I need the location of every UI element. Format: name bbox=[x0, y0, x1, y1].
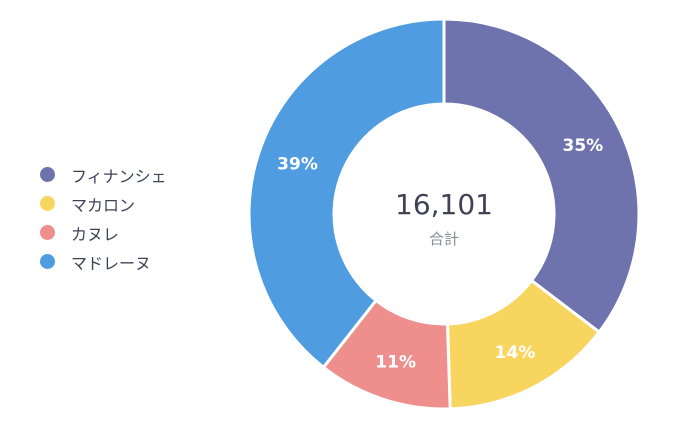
chart-legend: フィナンシェ マカロン カヌレ マドレーヌ bbox=[40, 160, 230, 276]
legend-label-financier: フィナンシェ bbox=[71, 166, 167, 186]
legend-swatch-madeleine bbox=[40, 254, 55, 269]
legend-item-madeleine: マドレーヌ bbox=[40, 247, 230, 276]
legend-label-madeleine: マドレーヌ bbox=[71, 253, 152, 273]
data-label-macaron: 14% bbox=[495, 343, 536, 363]
legend-label-canele: カヌレ bbox=[71, 224, 120, 244]
legend-item-canele: カヌレ bbox=[40, 218, 230, 247]
legend-item-macaron: マカロン bbox=[40, 189, 230, 218]
legend-swatch-canele bbox=[40, 225, 55, 240]
legend-item-financier: フィナンシェ bbox=[40, 160, 230, 189]
center-total-value: 16,101 bbox=[395, 188, 493, 221]
data-label-financier: 35% bbox=[563, 136, 604, 156]
donut-slice-madeleine bbox=[247, 17, 446, 370]
legend-label-macaron: マカロン bbox=[71, 195, 136, 215]
legend-swatch-financier bbox=[40, 167, 55, 182]
center-total-label: 合計 bbox=[429, 230, 459, 248]
donut-slice-financier bbox=[442, 17, 641, 335]
legend-swatch-macaron bbox=[40, 196, 55, 211]
donut-data-labels: 35% 14% 11% 39% bbox=[277, 136, 603, 372]
donut-slices bbox=[247, 17, 641, 411]
data-label-canele: 11% bbox=[375, 352, 416, 372]
data-label-madeleine: 39% bbox=[277, 154, 318, 174]
